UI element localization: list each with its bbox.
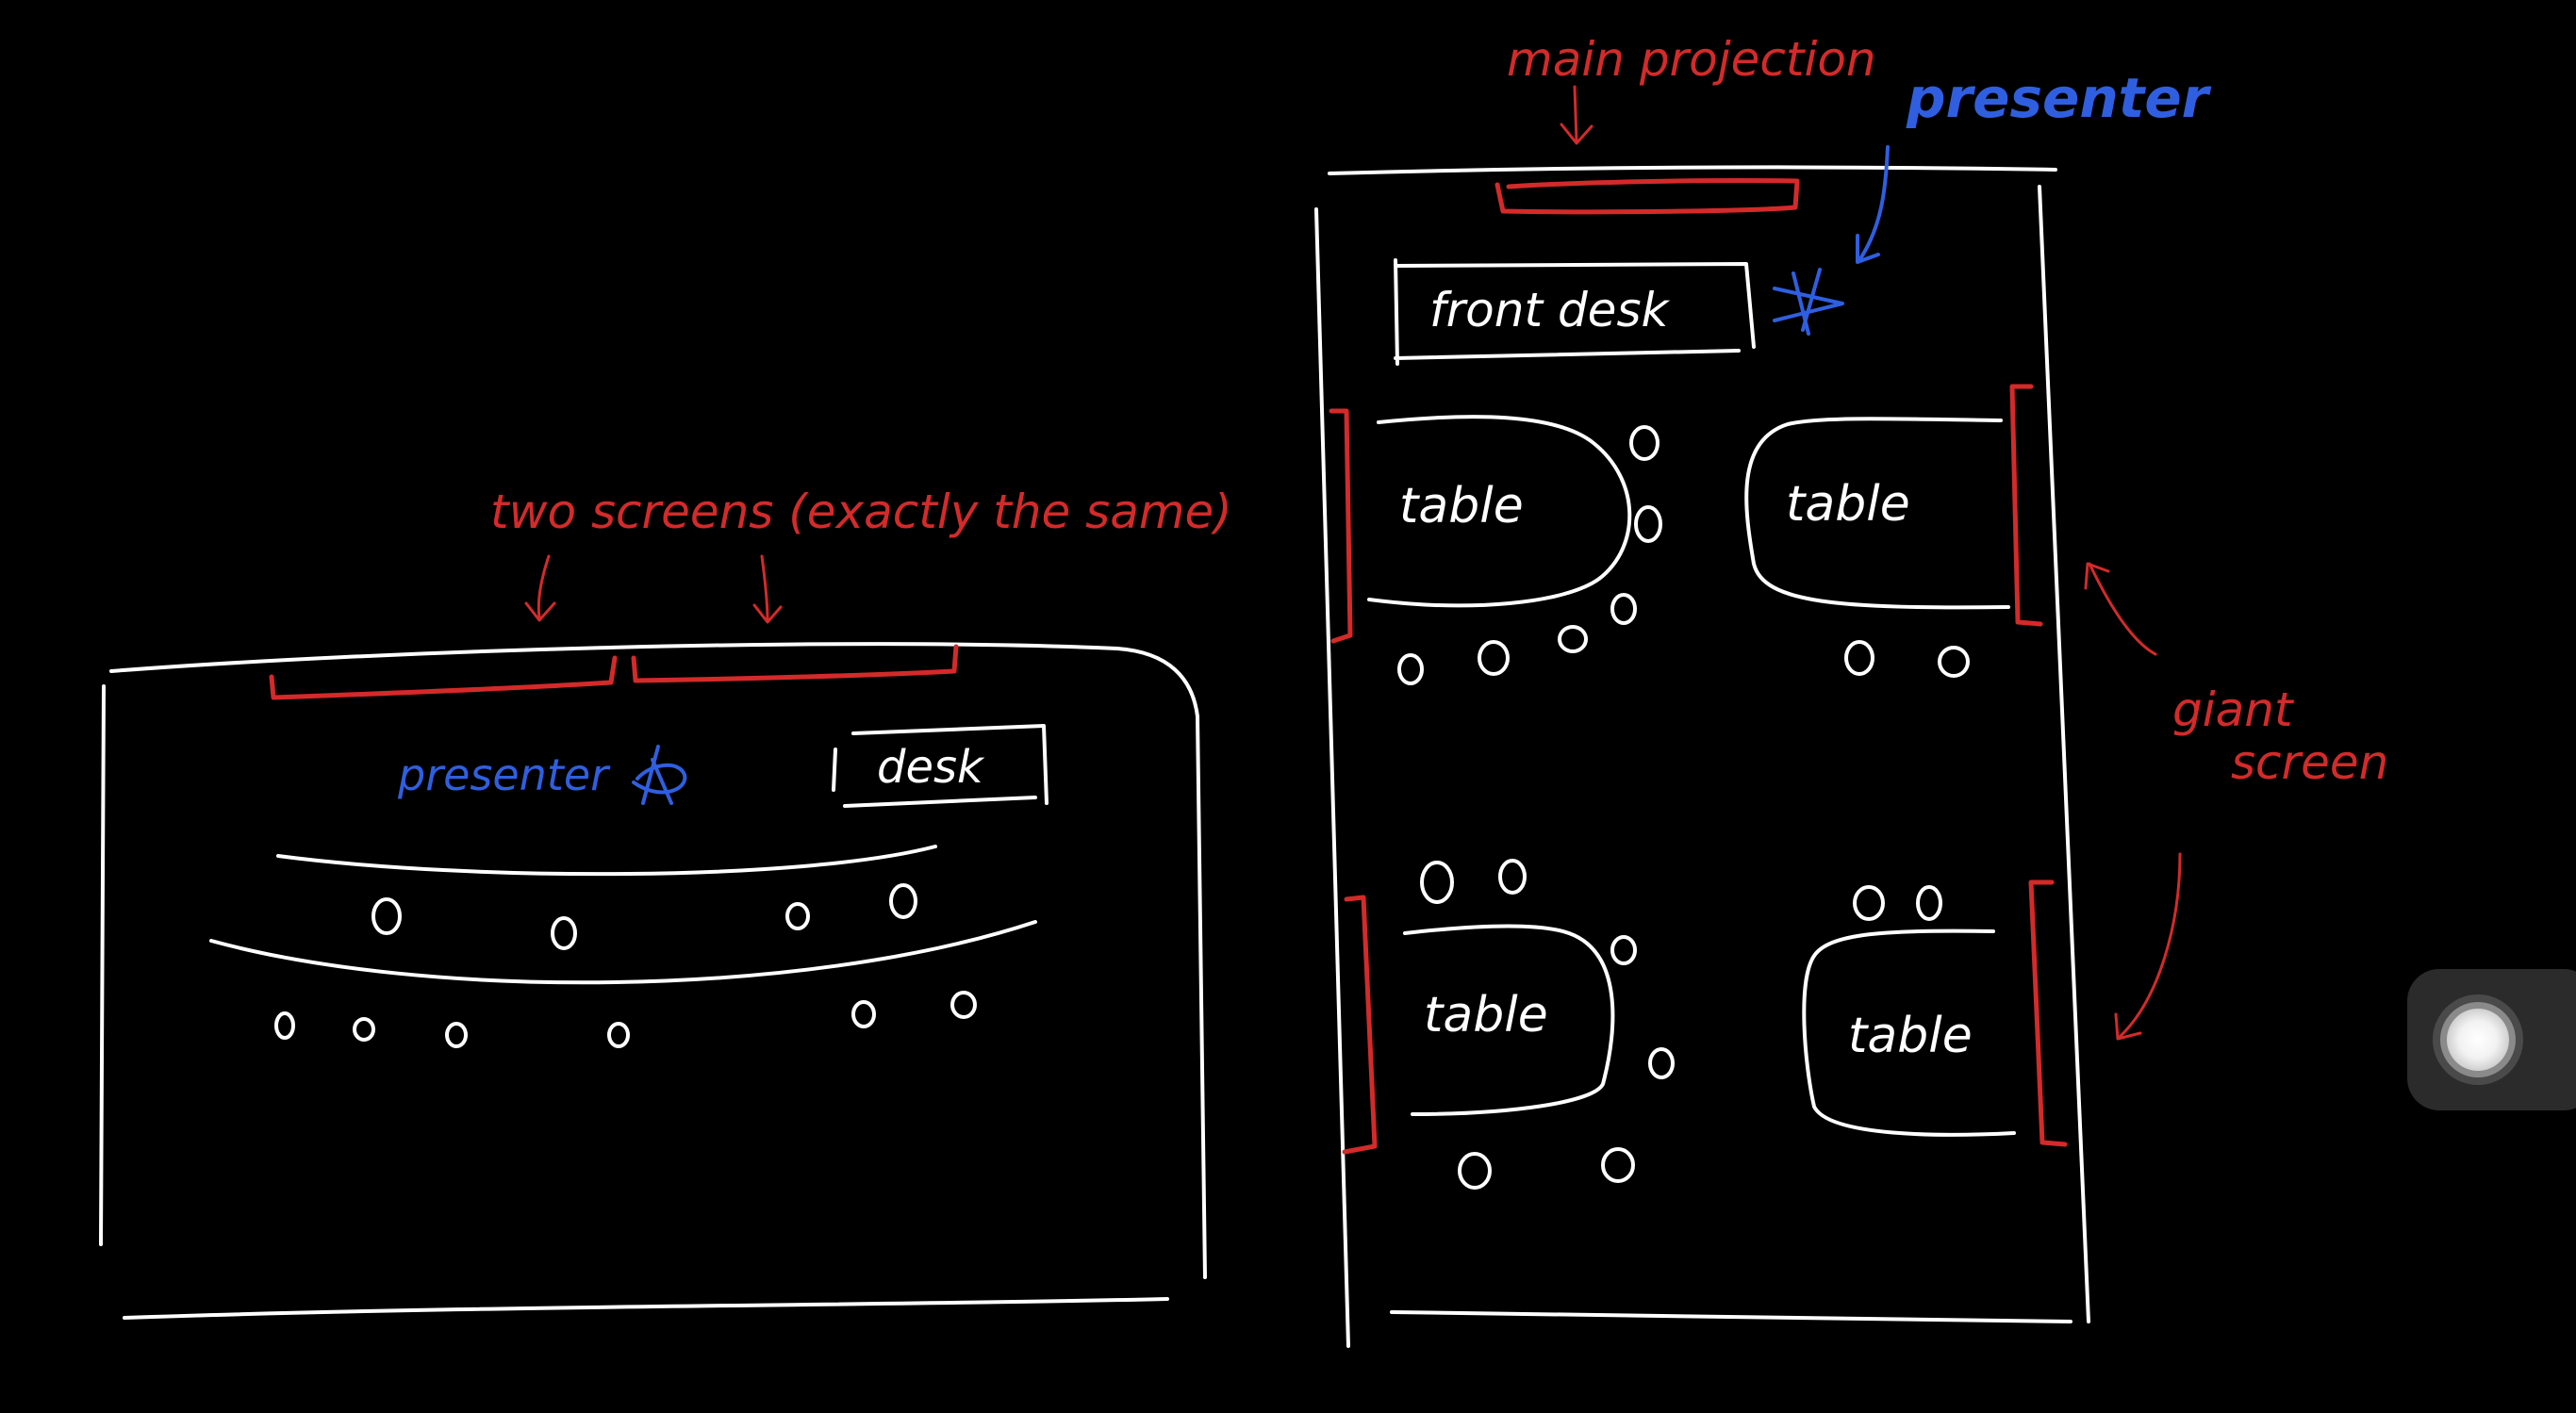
seat	[551, 916, 577, 950]
left-screens	[269, 554, 959, 700]
giant-screen-top-left	[1329, 408, 1353, 644]
seat	[1498, 859, 1527, 895]
right-room-right-wall	[2038, 185, 2090, 1323]
main-projection-label: main projection	[1507, 32, 1876, 87]
right-room	[1314, 165, 2090, 1348]
left-desk-box	[832, 724, 1049, 808]
table-label-top-left: table	[1399, 478, 1524, 534]
right-room-bottom-wall	[1390, 1310, 2072, 1323]
assistive-touch-button[interactable]	[2407, 969, 2576, 1110]
seat	[1397, 653, 1424, 685]
table-top-left	[1367, 415, 1632, 608]
seat	[445, 1022, 468, 1048]
table-bottom-right	[1802, 928, 2016, 1137]
presenter-arrow	[1856, 145, 1890, 264]
right-room-left-wall	[1314, 207, 1350, 1348]
table-top-right	[1744, 417, 2010, 610]
seat	[1853, 885, 1885, 921]
seat	[1938, 646, 1970, 678]
presenter-star-icon	[1773, 268, 1844, 336]
giant-screen-arrow-down	[2114, 852, 2182, 1041]
seat	[372, 897, 402, 935]
left-room-left-wall	[99, 684, 106, 1246]
seat	[851, 1000, 876, 1028]
main-projection-screen	[1494, 177, 1800, 215]
left-screen-2	[631, 644, 959, 683]
seat	[1420, 861, 1454, 904]
seat	[1916, 885, 1942, 921]
left-arrow-2	[752, 554, 783, 624]
seat	[1844, 640, 1874, 676]
giant-screen-label-line1: giant	[2172, 682, 2295, 737]
left-arrow-1	[524, 554, 556, 622]
giant-screen-top-right	[2009, 384, 2043, 627]
seat	[1558, 625, 1588, 653]
seat	[1601, 1147, 1635, 1183]
left-presenter-star-icon	[632, 745, 687, 805]
assistive-touch-icon	[2407, 969, 2576, 1110]
seat	[1458, 1152, 1492, 1190]
left-presenter-label: presenter	[397, 749, 611, 800]
seat	[889, 883, 917, 919]
seat	[274, 1011, 295, 1040]
seat	[1634, 505, 1662, 543]
left-row-line-2	[209, 920, 1037, 985]
left-room-right-wall	[1196, 715, 1207, 1279]
left-desk-label: desk	[877, 741, 985, 794]
left-room	[99, 642, 1207, 1320]
left-screen-1	[269, 655, 618, 700]
giant-screen-bottom-right	[2028, 879, 2068, 1147]
seat	[1629, 425, 1660, 461]
left-room-top-wall	[109, 642, 1199, 718]
seat	[785, 902, 810, 930]
right-presenter-label: presenter	[1906, 66, 2212, 130]
right-room-top-wall	[1328, 165, 2057, 175]
giant-screen-label-line2: screen	[2231, 735, 2388, 790]
table-bottom-left	[1403, 924, 1615, 1116]
left-screens-annotation: two screens (exactly the same)	[490, 485, 1232, 539]
seat	[950, 991, 977, 1019]
table-label-top-right: table	[1786, 476, 1910, 533]
seat	[607, 1022, 630, 1048]
seat	[1648, 1047, 1675, 1079]
right-presenter-marks	[1773, 145, 1890, 336]
front-desk-label: front desk	[1429, 283, 1670, 337]
seat	[1610, 935, 1637, 965]
left-room-bottom-wall	[123, 1297, 1169, 1320]
seat	[1610, 593, 1637, 625]
giant-screen-bottom-left	[1342, 895, 1378, 1155]
table-label-bottom-left: table	[1424, 987, 1548, 1043]
left-row-line-1	[276, 845, 937, 877]
main-projection-arrow	[1560, 85, 1593, 145]
giant-screen-arrow-up	[2084, 562, 2157, 656]
seat	[1478, 640, 1510, 676]
seat	[353, 1017, 375, 1042]
right-screens	[1329, 85, 2182, 1155]
table-label-bottom-right: table	[1848, 1008, 1973, 1064]
front-desk-box	[1394, 258, 1756, 366]
